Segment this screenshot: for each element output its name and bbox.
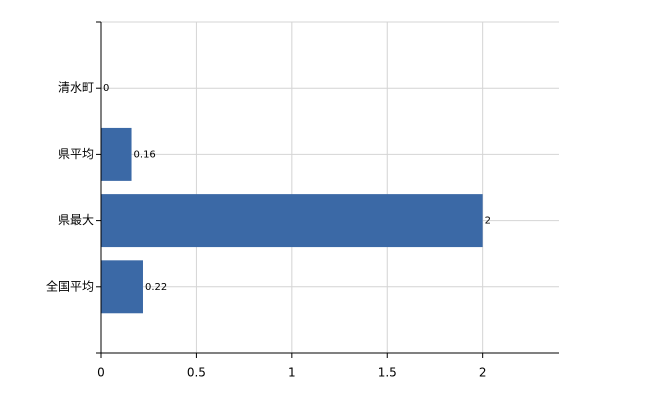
x-tick-label: 1 [288,366,296,380]
bar [101,260,143,314]
bar [101,127,132,181]
value-label: 0 [103,83,109,94]
x-tick-label: 0 [97,366,105,380]
value-label: 0.16 [134,149,156,160]
x-tick-label: 1.5 [378,366,397,380]
y-tick-label: 全国平均 [46,278,94,293]
y-tick-label: 県平均 [58,147,94,161]
x-tick-label: 0.5 [187,366,206,380]
value-label: 0.22 [145,282,167,293]
bar [101,194,483,248]
value-label: 2 [485,216,491,227]
y-tick-label: 清水町 [58,81,94,95]
x-tick-label: 2 [479,366,487,380]
y-tick-label: 県最大 [58,213,94,227]
